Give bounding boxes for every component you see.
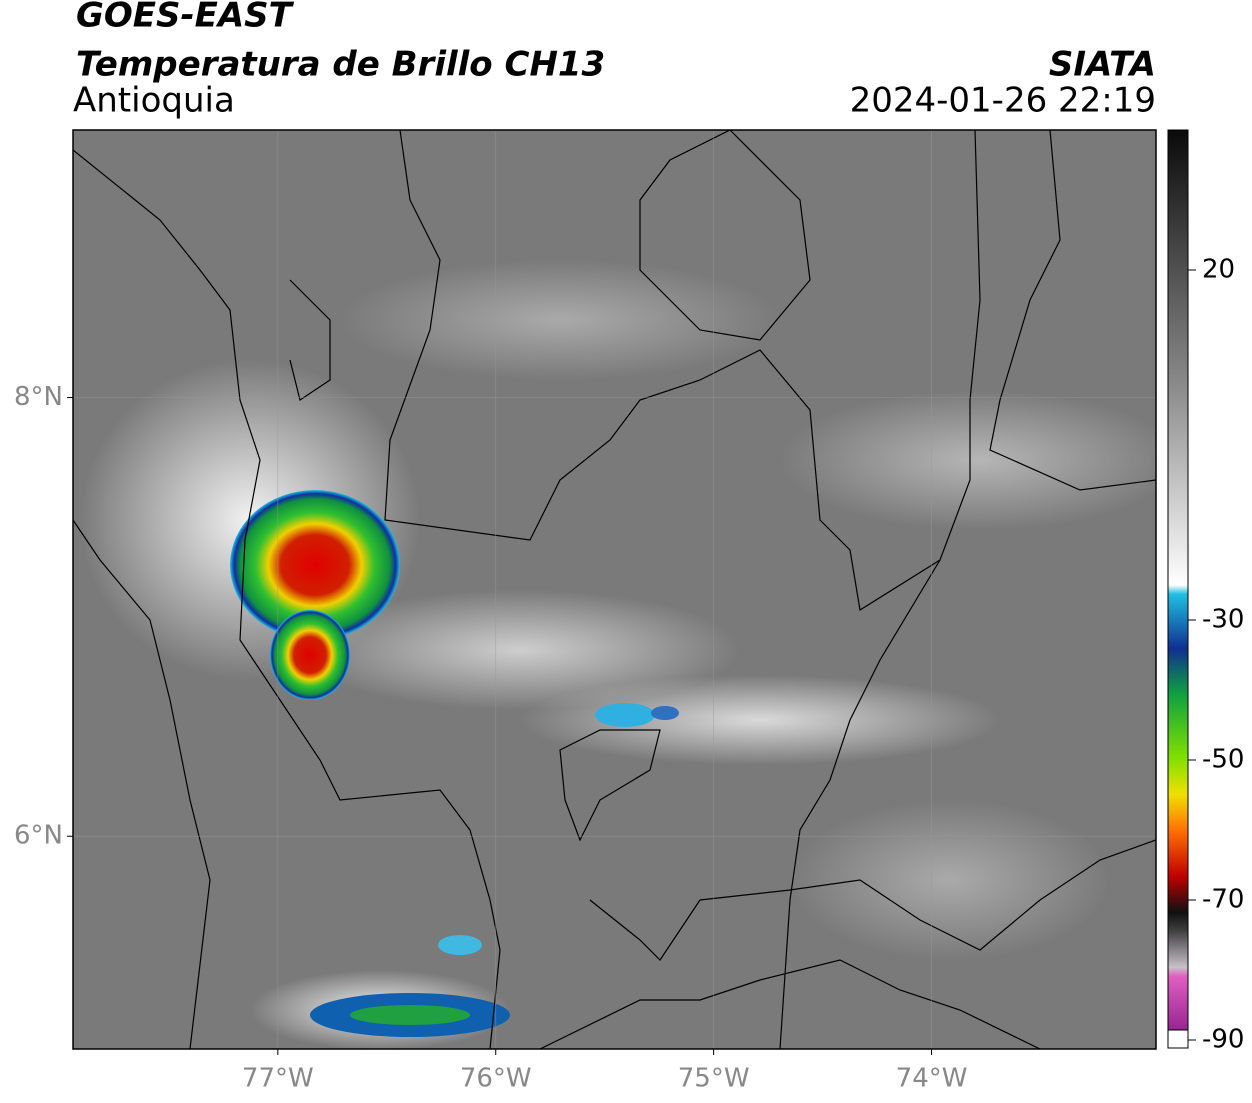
map-frame — [72, 129, 1157, 1050]
x-tick-label: 74°W — [896, 1064, 968, 1094]
y-tick-label: 6°N — [14, 821, 63, 851]
x-tick-label: 76°W — [460, 1064, 532, 1094]
colorbar-tick-label: -30 — [1202, 605, 1244, 635]
colorbar — [1167, 129, 1189, 1041]
colorbar-tick-label: -90 — [1202, 1025, 1244, 1055]
x-tick-label: 77°W — [242, 1064, 314, 1094]
title: GOES-EAST — [76, 0, 295, 36]
colorbar-tick-label: 20 — [1202, 255, 1235, 285]
y-tick-label: 8°N — [14, 382, 63, 412]
colorbar-tick-label: -70 — [1202, 885, 1244, 915]
colorbar-tick-label: -50 — [1202, 745, 1244, 775]
subtitle: Temperatura de Brillo CH13 — [76, 45, 605, 85]
source: SIATA — [1049, 45, 1156, 85]
map-image — [73, 130, 1156, 1049]
datetime: 2024-01-26 22:19 — [850, 81, 1156, 121]
colorbar-under — [1167, 1029, 1189, 1049]
region: Antioquia — [73, 81, 235, 121]
x-tick-label: 75°W — [678, 1064, 750, 1094]
